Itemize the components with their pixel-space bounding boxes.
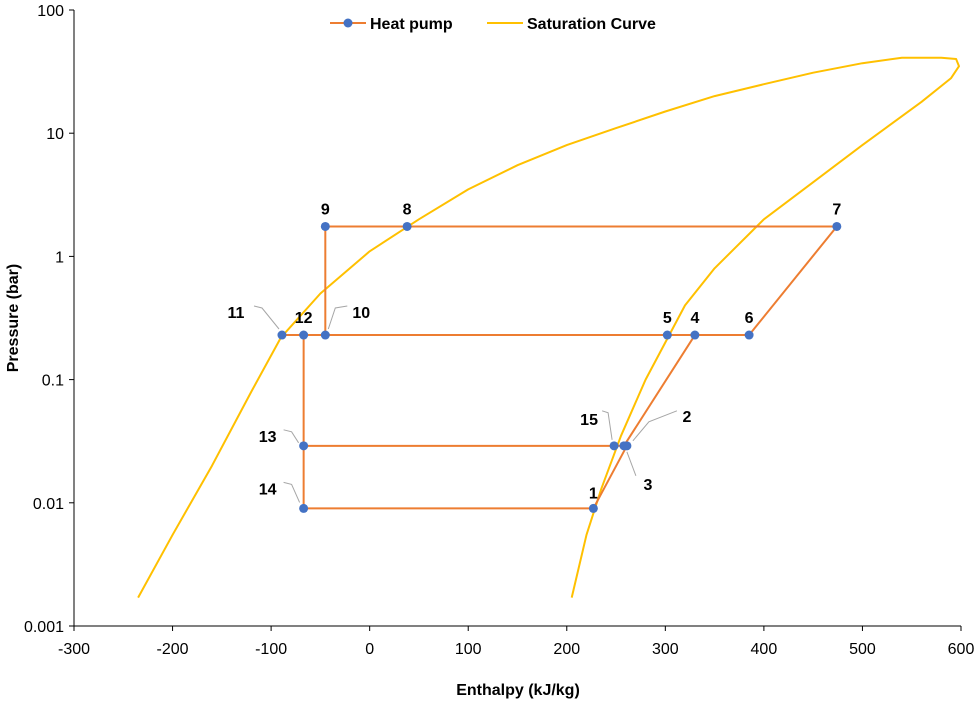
point-label-2: 2 (682, 409, 691, 426)
point-marker-10 (320, 330, 330, 340)
point-label-15: 15 (580, 412, 598, 429)
leader-line-14 (283, 481, 301, 503)
marker-layer (277, 221, 842, 513)
heat-pump-layer (281, 225, 838, 510)
x-tick-label: 0 (365, 641, 374, 658)
point-label-13: 13 (259, 429, 277, 446)
leader-line-2 (632, 410, 678, 442)
y-tick-label: 0.001 (24, 619, 64, 636)
x-tick-label: -200 (157, 641, 189, 658)
y-tick-label: 100 (37, 3, 64, 20)
point-label-8: 8 (403, 201, 412, 218)
legend-heat-pump-marker (343, 18, 353, 28)
x-tick-label: 500 (849, 641, 876, 658)
point-marker-8 (402, 221, 412, 231)
leader-line-13 (283, 429, 300, 444)
point-label-4: 4 (690, 310, 699, 327)
y-tick-label: 1 (55, 249, 64, 266)
leader-line-15 (601, 410, 613, 440)
point-marker-1 (588, 503, 598, 513)
leader-line-3 (626, 451, 637, 476)
point-marker-5 (662, 330, 672, 340)
x-tick-label: 200 (553, 641, 580, 658)
leader-line-10 (327, 305, 348, 330)
saturation-curve-line (137, 56, 960, 599)
point-marker-11 (277, 330, 287, 340)
point-marker-14 (299, 503, 309, 513)
legend: Heat pump Saturation Curve (330, 16, 656, 33)
point-label-7: 7 (832, 201, 841, 218)
axes: -300 -200 -100 0 100 200 300 400 500 600 0.001 0.01… (24, 3, 974, 658)
point-label-10: 10 (352, 305, 370, 322)
point-marker-15 (609, 441, 619, 451)
x-tick-label: 100 (455, 641, 482, 658)
point-marker-9 (320, 221, 330, 231)
y-tick-label: 10 (46, 126, 64, 143)
x-tick-label: 300 (652, 641, 679, 658)
point-marker-13 (299, 441, 309, 451)
point-label-11: 11 (227, 305, 244, 322)
point-label-1: 1 (589, 485, 598, 502)
point-label-5: 5 (663, 310, 672, 327)
point-marker-7 (832, 221, 842, 231)
heat-pump-segment-3-4 (623, 334, 696, 447)
heat-pump-segment-1-2 (592, 445, 628, 509)
legend-saturation-label: Saturation Curve (527, 16, 656, 33)
y-tick-label: 0.1 (42, 373, 64, 390)
legend-heat-pump-label: Heat pump (370, 16, 453, 33)
point-label-3: 3 (643, 477, 652, 494)
x-tick-label: 400 (751, 641, 778, 658)
x-tick-label: -100 (255, 641, 287, 658)
saturation-curve-layer (137, 56, 960, 599)
point-marker-12 (299, 330, 309, 340)
point-marker-6 (744, 330, 754, 340)
y-axis-title: Pressure (bar) (5, 264, 22, 373)
point-marker-3 (619, 441, 629, 451)
x-tick-label: -300 (58, 641, 90, 658)
y-tick-label: 0.01 (33, 496, 64, 513)
leader-lines-layer (253, 305, 678, 503)
point-label-12: 12 (295, 310, 313, 327)
point-label-14: 14 (259, 481, 277, 498)
heat-pump-segment-6-7 (748, 225, 838, 336)
point-marker-4 (690, 330, 700, 340)
point-label-6: 6 (745, 310, 754, 327)
leader-line-11 (253, 305, 280, 330)
point-label-9: 9 (321, 201, 330, 218)
x-tick-label: 600 (948, 641, 975, 658)
x-axis-title: Enthalpy (kJ/kg) (456, 682, 580, 699)
